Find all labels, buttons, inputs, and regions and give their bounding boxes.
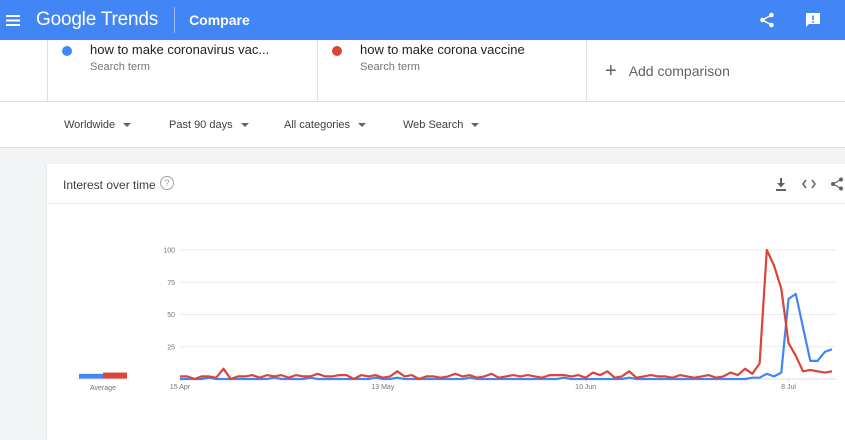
period-dropdown[interactable]: Past 90 days bbox=[169, 119, 249, 131]
category-label: All categories bbox=[284, 119, 351, 131]
term-1-name: how to make coronavirus vac... bbox=[90, 42, 270, 57]
interest-chart: 100 75 50 25 15 Apr 13 May 10 Jun 8 Jul Averag… bbox=[77, 248, 836, 392]
feedback-button[interactable] bbox=[803, 10, 823, 30]
menu-icon bbox=[6, 14, 20, 26]
chevron-down-icon bbox=[123, 123, 132, 127]
x-tick-label: 8 Jul bbox=[781, 384, 796, 391]
y-tick-label: 50 bbox=[167, 312, 175, 319]
filters-bar: Worldwide Past 90 days All categories We… bbox=[0, 102, 845, 148]
feedback-icon bbox=[806, 13, 820, 27]
period-label: Past 90 days bbox=[169, 119, 233, 131]
card-title: Interest over time bbox=[63, 178, 156, 192]
card-header: Interest over time ? bbox=[47, 164, 845, 204]
search-type-dropdown[interactable]: Web Search bbox=[403, 119, 480, 131]
download-icon bbox=[776, 177, 786, 191]
y-tick-label: 100 bbox=[163, 248, 175, 255]
google-trends-logo[interactable]: Google Trends bbox=[36, 9, 158, 31]
plus-icon: + bbox=[605, 59, 617, 82]
download-button[interactable] bbox=[773, 176, 789, 192]
region-dropdown[interactable]: Worldwide bbox=[64, 119, 132, 131]
series-line-1 bbox=[180, 292, 833, 381]
menu-button[interactable] bbox=[2, 0, 24, 40]
y-tick-label: 75 bbox=[167, 280, 175, 287]
chevron-down-icon bbox=[240, 123, 249, 127]
page-title: Compare bbox=[189, 12, 250, 28]
x-tick-label: 10 Jun bbox=[575, 384, 596, 391]
interest-over-time-card: Interest over time ? bbox=[47, 164, 845, 440]
share-icon bbox=[760, 12, 774, 28]
embed-button[interactable] bbox=[801, 176, 817, 192]
logo-trends: Trends bbox=[100, 9, 159, 30]
header-divider bbox=[174, 7, 176, 33]
category-dropdown[interactable]: All categories bbox=[284, 119, 367, 131]
average-bar bbox=[103, 372, 127, 379]
code-icon bbox=[802, 179, 816, 189]
chevron-down-icon bbox=[471, 123, 480, 127]
region-label: Worldwide bbox=[64, 119, 116, 131]
add-comparison-button[interactable]: + Add comparison bbox=[586, 40, 845, 101]
search-type-label: Web Search bbox=[403, 119, 464, 131]
term-2-color-dot bbox=[332, 46, 342, 56]
x-tick-label: 13 May bbox=[371, 384, 394, 391]
term-1-sub: Search term bbox=[90, 61, 150, 73]
y-tick-label: 25 bbox=[167, 344, 175, 351]
chevron-down-icon bbox=[358, 123, 367, 127]
search-term-2[interactable]: how to make corona vaccine Search term bbox=[317, 40, 586, 101]
logo-google: Google bbox=[36, 9, 97, 30]
average-label: Average bbox=[90, 385, 116, 392]
term-2-sub: Search term bbox=[360, 61, 420, 73]
term-2-name: how to make corona vaccine bbox=[360, 42, 525, 57]
x-tick-label: 15 Apr bbox=[170, 384, 191, 391]
term-1-color-dot bbox=[62, 46, 72, 56]
add-comparison-label: Add comparison bbox=[628, 62, 730, 79]
average-bar bbox=[79, 373, 103, 379]
share-chart-button[interactable] bbox=[829, 176, 845, 192]
share-button[interactable] bbox=[757, 10, 777, 30]
search-term-1[interactable]: how to make coronavirus vac... Search te… bbox=[47, 40, 317, 101]
comparison-terms: how to make coronavirus vac... Search te… bbox=[0, 40, 845, 102]
app-header: Google Trends Compare bbox=[0, 0, 845, 40]
share-icon bbox=[831, 177, 843, 191]
help-icon[interactable]: ? bbox=[160, 176, 174, 190]
series-line-2 bbox=[180, 248, 833, 381]
